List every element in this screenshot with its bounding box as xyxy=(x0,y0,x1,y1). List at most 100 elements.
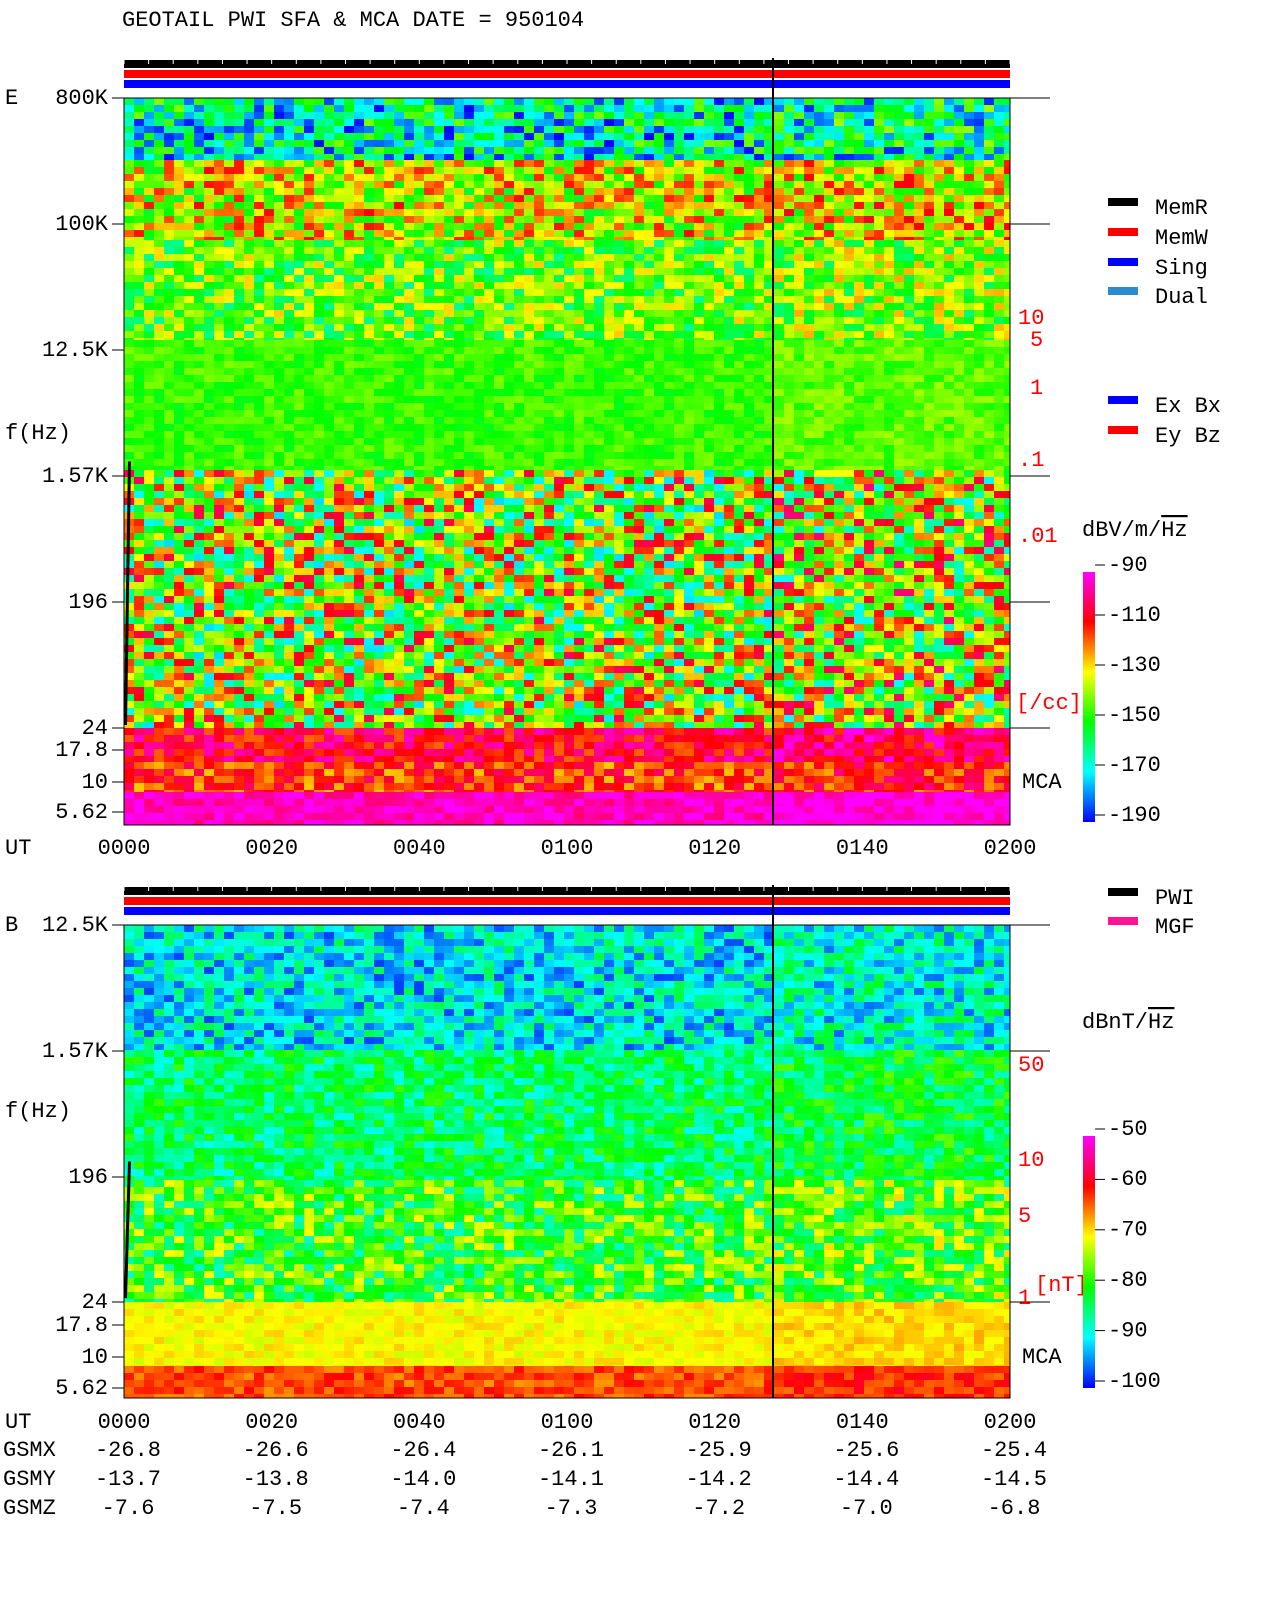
spectrogram-cell xyxy=(684,452,695,460)
spectrogram-cell xyxy=(194,347,205,355)
spectrogram-cell xyxy=(234,375,245,383)
spectrogram-cell xyxy=(904,354,915,362)
spectrogram-cell xyxy=(174,445,185,453)
spectrogram-cell xyxy=(494,268,505,276)
spectrogram-cell xyxy=(924,254,935,262)
spectrogram-cell xyxy=(944,452,955,460)
spectrogram-cell xyxy=(224,98,235,106)
spectrogram-cell xyxy=(654,361,665,369)
spectrogram-cell xyxy=(494,382,505,390)
spectrogram-cell xyxy=(654,424,665,432)
spectrogram-cell xyxy=(964,140,975,148)
spectrogram-cell xyxy=(334,340,345,348)
spectrogram-cell xyxy=(974,459,985,467)
spectrogram-cell xyxy=(304,403,315,411)
spectrogram-cell xyxy=(684,347,695,355)
spectrogram-cell xyxy=(494,396,505,404)
spectrogram-cell xyxy=(304,119,315,127)
spectrogram-cell xyxy=(484,389,495,397)
spectrogram-cell xyxy=(954,438,965,446)
spectrogram-cell xyxy=(584,223,595,231)
spectrogram-cell xyxy=(234,396,245,404)
spectrogram-cell xyxy=(194,167,205,175)
spectrogram-cell xyxy=(244,375,255,383)
spectrogram-cell xyxy=(574,317,585,325)
spectrogram-cell xyxy=(214,452,225,460)
spectrogram-cell xyxy=(814,375,825,383)
spectrogram-cell xyxy=(904,98,915,106)
spectrogram-cell xyxy=(294,361,305,369)
spectrogram-cell xyxy=(964,361,975,369)
spectrogram-cell xyxy=(754,347,765,355)
spectrogram-cell xyxy=(594,431,605,439)
spectrogram-cell xyxy=(564,375,575,383)
spectrogram-cell xyxy=(914,368,925,376)
spectrogram-cell xyxy=(964,282,975,290)
spectrogram-cell xyxy=(704,140,715,148)
spectrogram-cell xyxy=(214,216,225,224)
spectrogram-cell xyxy=(784,275,795,283)
spectrogram-cell xyxy=(594,188,605,196)
spectrogram-cell xyxy=(864,188,875,196)
spectrogram-cell xyxy=(854,438,865,446)
spectrogram-cell xyxy=(604,268,615,276)
spectrogram-cell xyxy=(344,431,355,439)
spectrogram-cell xyxy=(374,445,385,453)
spectrogram-cell xyxy=(844,230,855,238)
spectrogram-cell xyxy=(824,459,835,467)
spectrogram-cell xyxy=(554,282,565,290)
spectrogram-cell xyxy=(624,216,635,224)
spectrogram-cell xyxy=(284,403,295,411)
spectrogram-cell xyxy=(794,167,805,175)
spectrogram-cell xyxy=(384,230,395,238)
spectrogram-cell xyxy=(424,466,435,471)
spectrogram-cell xyxy=(344,133,355,141)
spectrogram-cell xyxy=(184,331,195,339)
spectrogram-cell xyxy=(134,459,145,467)
spectrogram-cell xyxy=(694,240,705,248)
spectrogram-cell xyxy=(524,424,535,432)
spectrogram-cell xyxy=(284,223,295,231)
spectrogram-cell xyxy=(234,424,245,432)
spectrogram-cell xyxy=(604,340,615,348)
spectrogram-cell xyxy=(704,382,715,390)
spectrogram-cell xyxy=(454,382,465,390)
spectrogram-cell xyxy=(204,202,215,210)
spectrogram-cell xyxy=(314,424,325,432)
spectrogram-cell xyxy=(574,160,585,168)
spectrogram-cell xyxy=(214,174,225,182)
spectrogram-cell xyxy=(724,396,735,404)
spectrogram-cell xyxy=(434,303,445,311)
spectrogram-cell xyxy=(564,389,575,397)
spectrogram-cell xyxy=(194,410,205,418)
spectrogram-cell xyxy=(234,417,245,425)
spectrogram-cell xyxy=(494,254,505,262)
spectrogram-cell xyxy=(164,289,175,297)
spectrogram-cell xyxy=(664,188,675,196)
spectrogram-cell xyxy=(494,347,505,355)
spectrogram-cell xyxy=(384,470,395,478)
spectrogram-cell xyxy=(254,275,265,283)
spectrogram-cell xyxy=(374,119,385,127)
spectrogram-cell xyxy=(564,331,575,339)
spectrogram-cell xyxy=(734,424,745,432)
spectrogram-cell xyxy=(174,438,185,446)
spectrogram-cell xyxy=(124,202,135,210)
spectrogram-cell xyxy=(634,361,645,369)
spectrogram-cell xyxy=(934,354,945,362)
spectrogram-cell xyxy=(664,223,675,231)
spectrogram-cell xyxy=(804,140,815,148)
spectrogram-cell xyxy=(564,470,575,478)
spectrogram-cell xyxy=(454,261,465,269)
spectrogram-cell xyxy=(904,452,915,460)
spectrogram-cell xyxy=(534,112,545,120)
spectrogram-cell xyxy=(194,445,205,453)
spectrogram-cell xyxy=(494,275,505,283)
spectrogram-cell xyxy=(924,431,935,439)
spectrogram-cell xyxy=(254,361,265,369)
spectrogram-cell xyxy=(874,261,885,269)
spectrogram-cell xyxy=(574,410,585,418)
spectrogram-cell xyxy=(994,296,1005,304)
spectrogram-cell xyxy=(984,317,995,325)
spectrogram-cell xyxy=(144,324,155,332)
